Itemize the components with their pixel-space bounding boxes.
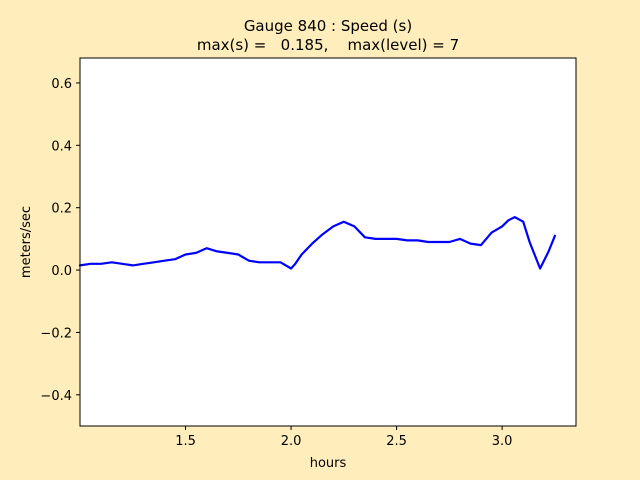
- y-tick-label: −0.4: [40, 389, 72, 404]
- x-tick-label: 2.5: [386, 434, 407, 449]
- y-tick-label: 0.4: [51, 139, 72, 154]
- series-layer: [78, 216, 556, 270]
- plot-area: [80, 58, 576, 426]
- y-tick-label: 0.0: [51, 264, 72, 279]
- ticks-layer: 1.5 2.0 2.5 3.0 −0.4 −0.2 0.0 0.2 0.4 0.6: [40, 77, 512, 449]
- y-tick-label: 0.2: [51, 202, 72, 217]
- plot-frame: [79, 57, 577, 427]
- x-axis-label: hours: [310, 456, 347, 471]
- series-line: [78, 216, 556, 270]
- y-tick-label: −0.2: [40, 326, 72, 341]
- chart-title-line2: max(s) = 0.185, max(level) = 7: [197, 36, 459, 54]
- x-tick-label: 2.0: [281, 434, 302, 449]
- chart-title-line1: Gauge 840 : Speed (s): [244, 17, 412, 35]
- x-tick-label: 3.0: [492, 434, 513, 449]
- y-axis-label: meters/sec: [19, 206, 34, 278]
- y-tick-label: 0.6: [51, 77, 72, 92]
- x-tick-label: 1.5: [175, 434, 196, 449]
